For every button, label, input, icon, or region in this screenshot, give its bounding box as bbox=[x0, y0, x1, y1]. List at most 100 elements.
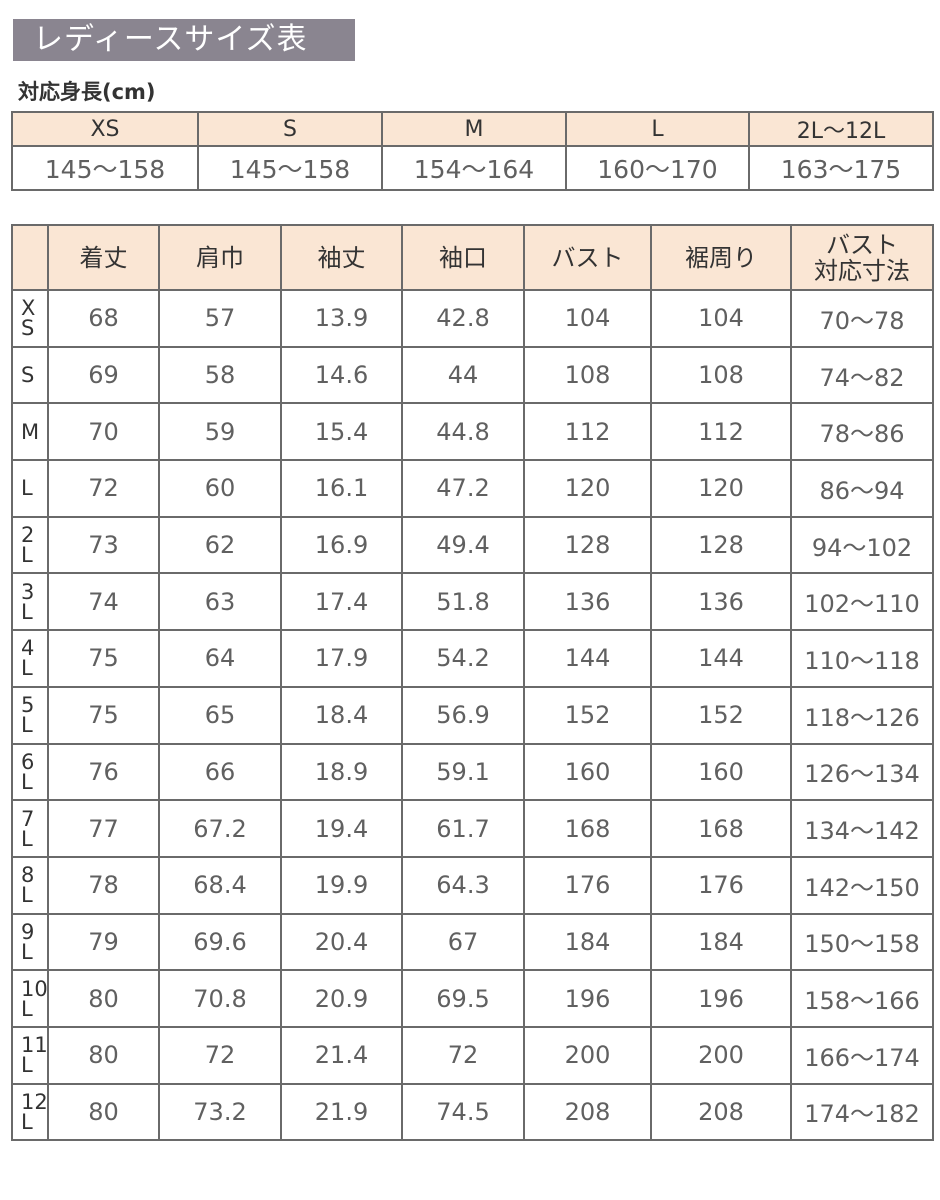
height-table: XS S M L 2L～12L 145～158 145～158 154～164 160～170… bbox=[11, 111, 934, 191]
table-row: 9 L 79 69.6 20.4 67 184 184 150～158 bbox=[11, 912, 934, 972]
row-size-label: 4 L bbox=[11, 629, 49, 688]
measurement-cell: 21.4 bbox=[280, 1025, 403, 1085]
row-size-label: S bbox=[11, 345, 49, 405]
measurement-cell: 166～174 bbox=[790, 1025, 934, 1085]
measurement-cell: 158～166 bbox=[790, 969, 934, 1028]
measurement-cell: 61.7 bbox=[401, 799, 525, 858]
measurement-cell: 78～86 bbox=[790, 402, 934, 462]
column-header: バスト 対応寸法 bbox=[790, 224, 934, 291]
height-label: 対応身長(cm) bbox=[18, 80, 156, 104]
measurement-cell: 104 bbox=[650, 289, 792, 348]
measurement-cell: 128 bbox=[650, 515, 792, 575]
column-header: 裾周り bbox=[650, 224, 792, 291]
measurement-cell: 68 bbox=[47, 289, 160, 348]
measurement-cell: 18.9 bbox=[280, 742, 403, 802]
measurement-cell: 62 bbox=[158, 515, 282, 575]
measurement-cell: 208 bbox=[523, 1082, 652, 1142]
measurement-cell: 104 bbox=[523, 289, 652, 348]
measurement-cell: 152 bbox=[523, 685, 652, 745]
measurement-cell: 208 bbox=[650, 1082, 792, 1142]
measurement-cell: 42.8 bbox=[401, 289, 525, 348]
measurement-cell: 136 bbox=[650, 572, 792, 632]
measurement-cell: 176 bbox=[650, 855, 792, 915]
height-range-cell: 160～170 bbox=[565, 145, 750, 191]
measurement-cell: 69.6 bbox=[158, 912, 282, 972]
measurement-cell: 14.6 bbox=[280, 345, 403, 405]
row-size-label: 9 L bbox=[11, 912, 49, 972]
measurement-cell: 80 bbox=[47, 969, 160, 1028]
measurement-cell: 196 bbox=[523, 969, 652, 1028]
measurement-cell: 66 bbox=[158, 742, 282, 802]
row-size-label: X S bbox=[11, 289, 49, 348]
measurement-cell: 94～102 bbox=[790, 515, 934, 575]
measurement-cell: 168 bbox=[523, 799, 652, 858]
table-row: M 70 59 15.4 44.8 112 112 78～86 bbox=[11, 402, 934, 462]
measurement-cell: 74 bbox=[47, 572, 160, 632]
measurement-cell: 86～94 bbox=[790, 459, 934, 518]
row-size-label: 3 L bbox=[11, 572, 49, 632]
measurement-cell: 118～126 bbox=[790, 685, 934, 745]
row-size-label: 7 L bbox=[11, 799, 49, 858]
measurement-cell: 19.4 bbox=[280, 799, 403, 858]
measurement-cell: 75 bbox=[47, 685, 160, 745]
column-header: バスト bbox=[523, 224, 652, 291]
size-table: 着丈 肩巾 袖丈 袖口 バスト 裾周り バスト 対応寸法 X S 68 57 13.9 42.8 10… bbox=[11, 224, 934, 1142]
measurement-cell: 64.3 bbox=[401, 855, 525, 915]
measurement-cell: 108 bbox=[650, 345, 792, 405]
row-size-label: 11 L bbox=[11, 1025, 49, 1085]
height-range-cell: 163～175 bbox=[748, 145, 934, 191]
measurement-cell: 64 bbox=[158, 629, 282, 688]
measurement-cell: 67.2 bbox=[158, 799, 282, 858]
column-header: 袖口 bbox=[401, 224, 525, 291]
measurement-cell: 60 bbox=[158, 459, 282, 518]
measurement-cell: 51.8 bbox=[401, 572, 525, 632]
measurement-cell: 200 bbox=[650, 1025, 792, 1085]
measurement-cell: 13.9 bbox=[280, 289, 403, 348]
size-header: S bbox=[197, 111, 383, 147]
measurement-cell: 74～82 bbox=[790, 345, 934, 405]
table-row: 11 L 80 72 21.4 72 200 200 166～174 bbox=[11, 1025, 934, 1085]
table-row: L 72 60 16.1 47.2 120 120 86～94 bbox=[11, 459, 934, 518]
row-size-label: 2 L bbox=[11, 515, 49, 575]
table-row: X S 68 57 13.9 42.8 104 104 70～78 bbox=[11, 289, 934, 348]
measurement-cell: 54.2 bbox=[401, 629, 525, 688]
measurement-cell: 72 bbox=[47, 459, 160, 518]
measurement-cell: 18.4 bbox=[280, 685, 403, 745]
measurement-cell: 184 bbox=[650, 912, 792, 972]
measurement-cell: 136 bbox=[523, 572, 652, 632]
measurement-cell: 142～150 bbox=[790, 855, 934, 915]
measurement-cell: 67 bbox=[401, 912, 525, 972]
measurement-cell: 126～134 bbox=[790, 742, 934, 802]
measurement-cell: 70 bbox=[47, 402, 160, 462]
table-row: 4 L 75 64 17.9 54.2 144 144 110～118 bbox=[11, 629, 934, 688]
row-size-label: 12 L bbox=[11, 1082, 49, 1142]
measurement-cell: 120 bbox=[523, 459, 652, 518]
measurement-cell: 17.9 bbox=[280, 629, 403, 688]
column-header: 肩巾 bbox=[158, 224, 282, 291]
height-range-cell: 145～158 bbox=[11, 145, 199, 191]
measurement-cell: 16.1 bbox=[280, 459, 403, 518]
measurement-cell: 20.4 bbox=[280, 912, 403, 972]
size-header: XS bbox=[11, 111, 199, 147]
measurement-cell: 160 bbox=[523, 742, 652, 802]
measurement-cell: 144 bbox=[650, 629, 792, 688]
row-size-label: 5 L bbox=[11, 685, 49, 745]
row-size-label: 8 L bbox=[11, 855, 49, 915]
measurement-cell: 16.9 bbox=[280, 515, 403, 575]
table-row: 2 L 73 62 16.9 49.4 128 128 94～102 bbox=[11, 515, 934, 575]
measurement-cell: 19.9 bbox=[280, 855, 403, 915]
measurement-cell: 65 bbox=[158, 685, 282, 745]
height-range-cell: 154～164 bbox=[381, 145, 567, 191]
measurement-cell: 57 bbox=[158, 289, 282, 348]
measurement-cell: 68.4 bbox=[158, 855, 282, 915]
measurement-cell: 134～142 bbox=[790, 799, 934, 858]
measurement-cell: 73 bbox=[47, 515, 160, 575]
table-row: 8 L 78 68.4 19.9 64.3 176 176 142～150 bbox=[11, 855, 934, 915]
measurement-cell: 44 bbox=[401, 345, 525, 405]
measurement-cell: 108 bbox=[523, 345, 652, 405]
measurement-cell: 168 bbox=[650, 799, 792, 858]
measurement-cell: 69.5 bbox=[401, 969, 525, 1028]
measurement-cell: 63 bbox=[158, 572, 282, 632]
measurement-cell: 150～158 bbox=[790, 912, 934, 972]
row-size-label: L bbox=[11, 459, 49, 518]
